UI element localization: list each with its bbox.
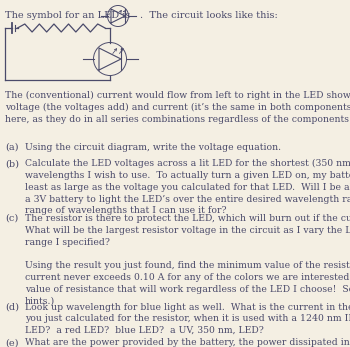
Text: The symbol for an LED is: The symbol for an LED is <box>5 11 130 20</box>
Text: The resistor is there to protect the LED, which will burn out if the current exc: The resistor is there to protect the LED… <box>25 214 350 306</box>
Text: (b): (b) <box>5 159 19 168</box>
Text: What are the power provided by the battery, the power dissipated in the resistor: What are the power provided by the batte… <box>25 338 350 347</box>
Text: Calculate the LED voltages across a lit LED for the shortest (350 nm) and longes: Calculate the LED voltages across a lit … <box>25 159 350 215</box>
Text: (a): (a) <box>5 143 19 152</box>
Text: (c): (c) <box>5 214 18 223</box>
Text: .  The circuit looks like this:: . The circuit looks like this: <box>140 11 278 20</box>
Text: Look up wavelength for blue light as well.  What is the current in the circuit, : Look up wavelength for blue light as wel… <box>25 303 350 335</box>
Text: Using the circuit diagram, write the voltage equation.: Using the circuit diagram, write the vol… <box>25 143 281 152</box>
Text: (d): (d) <box>5 303 19 312</box>
Text: (e): (e) <box>5 338 19 347</box>
Text: The (conventional) current would flow from left to right in the LED shown here. : The (conventional) current would flow fr… <box>5 91 350 124</box>
